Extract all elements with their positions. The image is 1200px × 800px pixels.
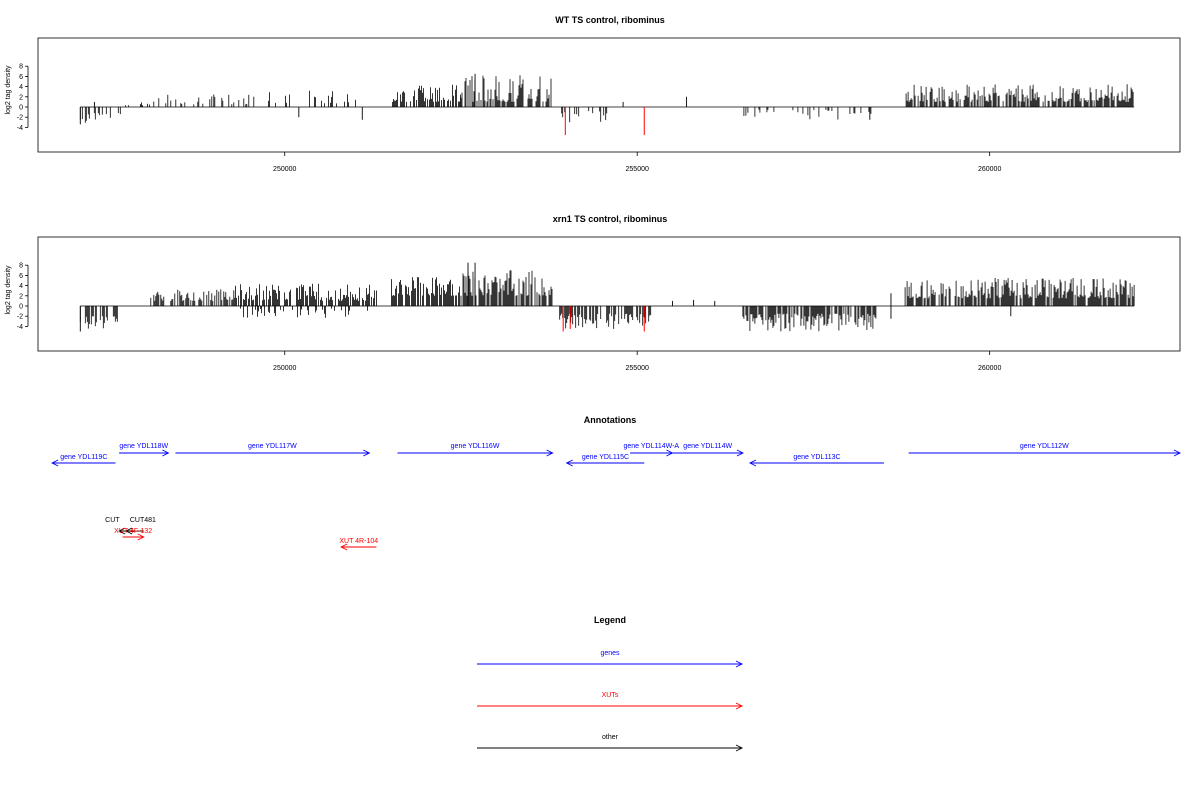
legend-gene-arrow — [477, 660, 744, 668]
gene-feature-arrow — [397, 449, 554, 457]
annotations-title: Annotations — [584, 415, 637, 425]
legend-section: Legend genes XUTs other — [477, 615, 744, 752]
legend-title: Legend — [594, 615, 626, 625]
gene-feature-label: gene YDL112W — [1020, 443, 1069, 450]
x-tick-label: 255000 — [626, 166, 649, 173]
xrn1-y-axis-label: log2 tag density — [5, 265, 12, 315]
gene-feature-label: gene YDL119C — [60, 454, 107, 461]
xut-feature-arrow — [122, 533, 145, 541]
xrn1-signal-bars — [79, 262, 1135, 332]
wt-panel: WT TS control, ribominus log2 tag densit… — [5, 15, 1181, 173]
y-tick-label: -2 — [17, 115, 23, 122]
legend-gene-label: genes — [600, 650, 620, 657]
gene-feature-label: gene YDL115C — [582, 454, 629, 461]
gene-feature-label: gene YDL114W — [683, 443, 732, 450]
gene-feature-arrow — [119, 449, 170, 457]
xrn1-x-axis: 250000 255000 260000 — [273, 351, 1001, 372]
x-tick-label: 260000 — [978, 365, 1001, 372]
wt-y-axis: 8 6 4 2 0 -2 -4 — [17, 64, 29, 132]
other-feature-label: CUT — [105, 517, 120, 524]
x-tick-label: 250000 — [273, 365, 296, 372]
y-tick-label: -4 — [17, 125, 23, 132]
y-tick-label: 8 — [19, 64, 23, 71]
gene-feature-label: gene YDL114W-A — [623, 443, 679, 450]
y-tick-label: 4 — [19, 84, 23, 91]
wt-plot-frame — [37, 37, 1181, 153]
xut-feature-arrow — [340, 543, 377, 551]
xrn1-panel: xrn1 TS control, ribominus log2 tag dens… — [5, 214, 1181, 372]
gene-feature-arrow — [565, 459, 645, 467]
legend-xut-arrow — [477, 702, 744, 710]
xrn1-y-axis: 8 6 4 2 0 -2 -4 — [17, 263, 29, 331]
xut-feature-label: XUT 4F-132 — [114, 528, 152, 535]
y-tick-label: 2 — [19, 94, 23, 101]
gene-feature-arrow — [748, 459, 884, 467]
y-tick-label: 2 — [19, 293, 23, 300]
gene-feature-arrow — [51, 459, 116, 467]
wt-signal-bars — [79, 73, 1135, 136]
gene-feature-label: gene YDL116W — [451, 443, 500, 450]
xrn1-plot-frame — [37, 236, 1181, 352]
legend-other-label: other — [602, 734, 619, 741]
gene-feature-label: gene YDL117W — [248, 443, 297, 450]
gene-feature-arrow — [908, 449, 1182, 457]
legend-xut-label: XUTs — [602, 692, 619, 699]
y-tick-label: -4 — [17, 324, 23, 331]
x-tick-label: 250000 — [273, 166, 296, 173]
wt-y-axis-label: log2 tag density — [5, 65, 12, 115]
xrn1-panel-title: xrn1 TS control, ribominus — [553, 214, 668, 224]
y-tick-label: 0 — [19, 304, 23, 311]
y-tick-label: 6 — [19, 273, 23, 280]
xut-feature-label: XUT 4R-104 — [339, 538, 378, 545]
wt-panel-title: WT TS control, ribominus — [555, 15, 665, 25]
wt-x-axis: 250000 255000 260000 — [273, 152, 1001, 173]
annotation-features: gene YDL118W gene YDL119C gene YDL117W gene… — [51, 443, 1182, 551]
legend-items: genes XUTs other — [477, 650, 744, 752]
gene-feature-arrow — [175, 449, 371, 457]
y-tick-label: 6 — [19, 74, 23, 81]
y-tick-label: 0 — [19, 105, 23, 112]
y-tick-label: -2 — [17, 314, 23, 321]
x-tick-label: 255000 — [626, 365, 649, 372]
gene-feature-arrow — [630, 449, 674, 457]
legend-other-arrow — [477, 744, 744, 752]
x-tick-label: 260000 — [978, 166, 1001, 173]
other-feature-label: CUT481 — [130, 517, 156, 524]
y-tick-label: 8 — [19, 263, 23, 270]
y-tick-label: 4 — [19, 283, 23, 290]
gene-feature-label: gene YDL118W — [119, 443, 168, 450]
gene-feature-label: gene YDL113C — [793, 454, 840, 461]
other-feature-arrow — [125, 527, 144, 535]
gene-feature-arrow — [672, 449, 744, 457]
